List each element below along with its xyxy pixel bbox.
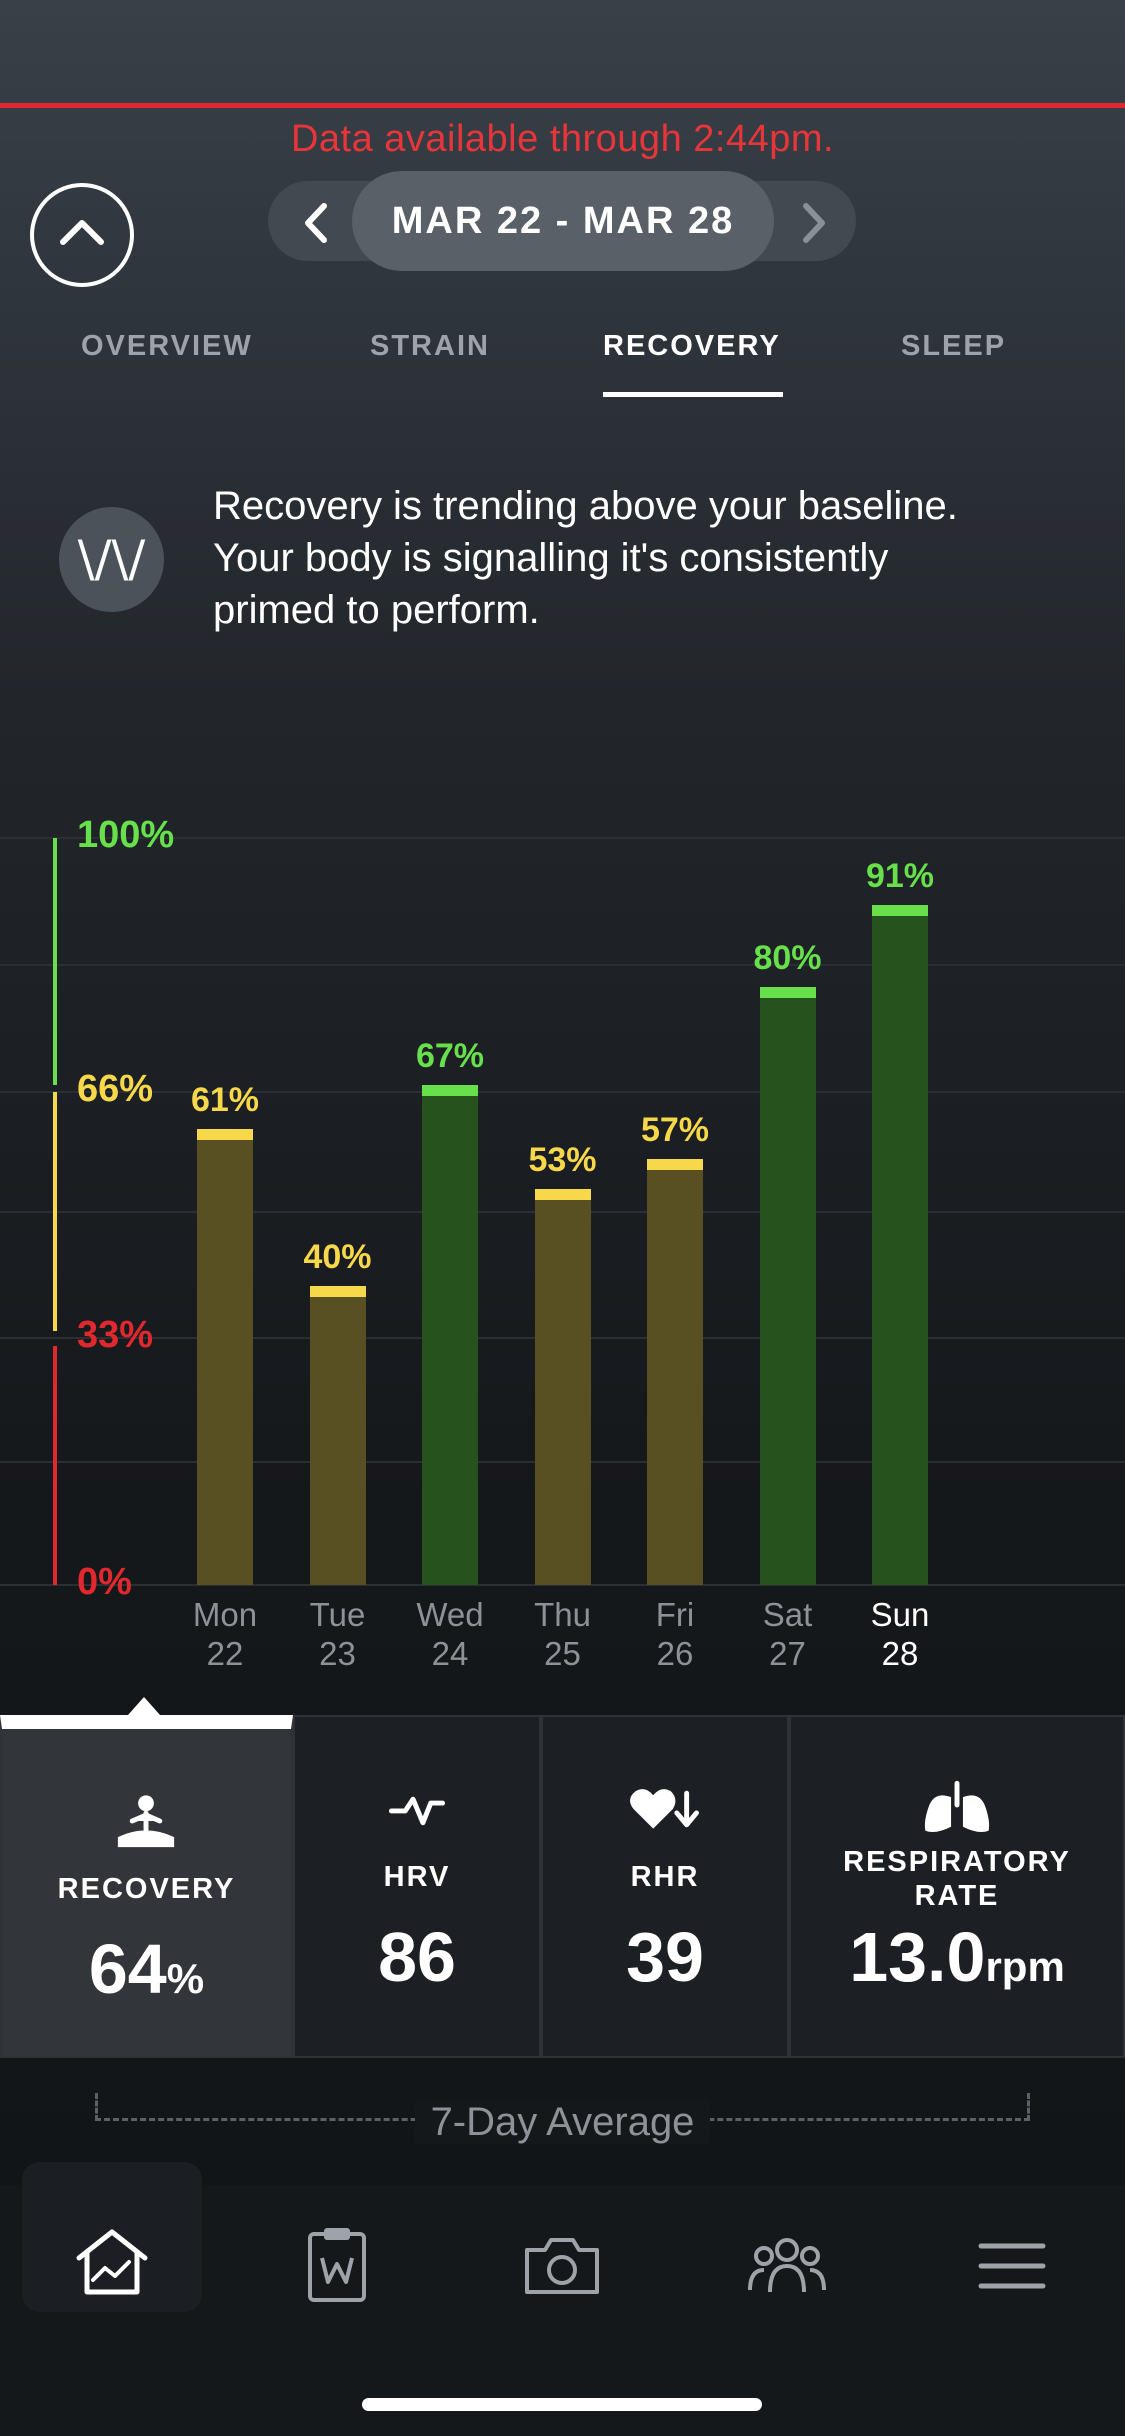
tab-recovery[interactable]: RECOVERY: [603, 330, 781, 362]
bar-cap: [534, 1189, 591, 1201]
active-tab-indicator: [603, 392, 783, 397]
heart-down-icon: [630, 1789, 699, 1829]
metric-number: 64: [88, 1930, 167, 2008]
y-axis-zone-green: [53, 838, 57, 1085]
tab-strain[interactable]: STRAIN: [370, 330, 490, 362]
tab-sleep[interactable]: SLEEP: [901, 330, 1007, 362]
clipboard-icon: [308, 2228, 366, 2302]
x-tick-label: Sat 27: [762, 1596, 813, 1672]
community-icon: [748, 2238, 826, 2293]
metric-label: RESPIRATORY RATE: [843, 1846, 1071, 1912]
bar-cap: [872, 905, 928, 917]
recovery-bar[interactable]: [872, 905, 928, 1585]
bar-cap: [197, 1129, 253, 1141]
recovery-bar[interactable]: [197, 1129, 253, 1585]
bar-value-label: 67%: [415, 1036, 485, 1075]
bar-cap: [647, 1159, 703, 1171]
chevron-right-icon: [803, 203, 825, 243]
gridline: [0, 1584, 1125, 1586]
x-tick-label: Tue 23: [309, 1596, 366, 1672]
bar-value-label: 57%: [640, 1111, 710, 1150]
gridline: [0, 1090, 1125, 1093]
next-week-button[interactable]: [794, 198, 834, 253]
whoop-logo-icon: \/\/: [59, 507, 164, 612]
chevron-left-icon: [305, 203, 327, 243]
bar-cap: [759, 987, 816, 999]
nav-community[interactable]: [742, 2220, 832, 2310]
average-label-row: 7-Day Average: [0, 2100, 1125, 2145]
bar-value-label: 80%: [753, 939, 822, 978]
collapse-button[interactable]: [30, 183, 134, 287]
metric-label: RHR: [630, 1861, 700, 1893]
nav-journal[interactable]: [292, 2220, 382, 2310]
nav-camera[interactable]: [517, 2220, 607, 2310]
bar-value-label: 91%: [865, 857, 935, 896]
metric-number: 39: [626, 1918, 704, 1996]
y-axis-zone-red: [53, 1345, 57, 1585]
menu-icon: [978, 2243, 1046, 2289]
metric-card-respiratory-rate[interactable]: RESPIRATORY RATE 13.0rpm: [789, 1715, 1125, 2058]
insight-text: Recovery is trending above your baseline…: [213, 484, 958, 632]
lungs-icon: [924, 1780, 990, 1833]
nav-active-background: [22, 2162, 202, 2312]
nav-home[interactable]: [67, 2220, 157, 2310]
bar-value-label: 40%: [303, 1238, 372, 1277]
recovery-bar[interactable]: [534, 1189, 591, 1585]
data-status-line: [0, 103, 1125, 108]
metric-unit: rpm: [985, 1943, 1065, 1990]
bar-cap: [422, 1084, 478, 1096]
hrv-pulse-icon: [388, 1796, 446, 1826]
gridline: [0, 837, 1125, 839]
metric-value: 64%: [2, 1929, 291, 2009]
metric-unit: %: [166, 1955, 205, 2002]
metric-label: RECOVERY: [57, 1873, 236, 1905]
metric-label: HRV: [383, 1861, 451, 1893]
metrics-row: RECOVERY 64% HRV 86 RHR 39 RESPIRATORY R…: [0, 1715, 1125, 2058]
metric-number: 86: [378, 1918, 456, 1996]
selected-metric-pointer: [128, 1697, 160, 1715]
metric-card-hrv[interactable]: HRV 86: [293, 1715, 541, 2058]
average-label: 7-Day Average: [414, 2100, 711, 2144]
meditation-icon: [117, 1795, 175, 1848]
y-tick-label: 66%: [77, 1067, 154, 1110]
x-tick-label: Fri 26: [655, 1596, 695, 1672]
home-indicator: [362, 2398, 762, 2411]
previous-week-button[interactable]: [296, 198, 336, 253]
metric-card-recovery[interactable]: RECOVERY 64%: [0, 1715, 293, 2058]
recovery-chart: 100% 66% 33% 0% 61% Mon 22 40% Tue 23 67% Wed 24 53% T…: [0, 800, 1125, 1700]
bar-cap: [309, 1286, 366, 1298]
metric-value: 39: [543, 1917, 787, 1997]
metric-value: 13.0rpm: [791, 1917, 1123, 1997]
recovery-bar[interactable]: [422, 1084, 478, 1585]
date-range[interactable]: MAR 22 - MAR 28: [352, 171, 774, 271]
metric-number: 13.0: [849, 1918, 986, 1996]
bar-value-label: 61%: [190, 1081, 260, 1120]
y-axis-zone-yellow: [53, 1091, 57, 1331]
metric-value: 86: [295, 1917, 539, 1997]
tab-bar: OVERVIEW STRAIN RECOVERY SLEEP: [0, 330, 1125, 400]
recovery-bar[interactable]: [647, 1159, 703, 1585]
x-tick-label: Wed 24: [416, 1596, 484, 1672]
x-tick-label: Thu 25: [534, 1596, 591, 1672]
status-bar: [0, 0, 1125, 103]
y-tick-label: 33%: [77, 1314, 154, 1357]
camera-icon: [525, 2238, 599, 2294]
x-tick-label: Mon 22: [192, 1596, 258, 1672]
chevron-up-icon: [60, 220, 104, 245]
nav-menu[interactable]: [967, 2220, 1057, 2310]
recovery-bar[interactable]: [759, 987, 816, 1585]
data-availability-banner: Data available through 2:44pm.: [290, 118, 835, 160]
bar-value-label: 53%: [528, 1141, 597, 1180]
y-tick-label: 0%: [77, 1561, 132, 1603]
gridline: [0, 963, 1125, 966]
x-tick-label: Sun 28: [870, 1596, 930, 1672]
y-tick-label: 100%: [77, 814, 175, 856]
tab-overview[interactable]: OVERVIEW: [81, 330, 253, 362]
home-chart-icon: [76, 2229, 148, 2295]
recovery-bar[interactable]: [309, 1286, 366, 1585]
metric-card-rhr[interactable]: RHR 39: [541, 1715, 789, 2058]
